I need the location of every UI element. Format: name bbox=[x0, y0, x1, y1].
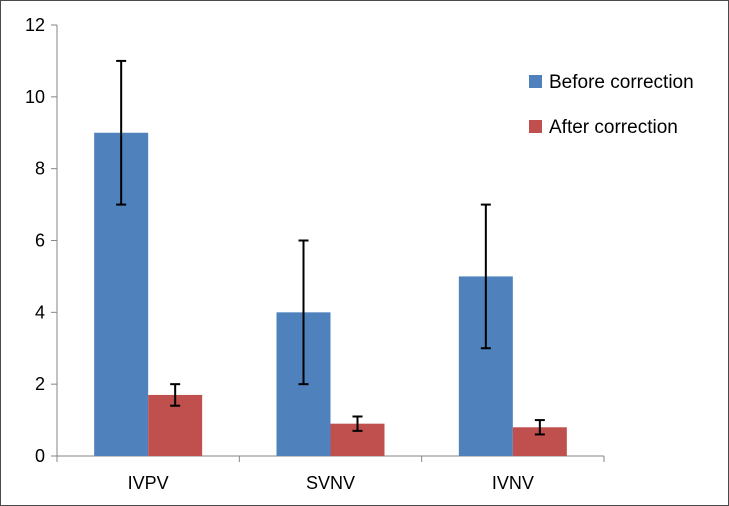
y-tick-label: 12 bbox=[25, 15, 45, 35]
y-tick-label: 2 bbox=[35, 374, 45, 394]
x-tick-label-svnv: SVNV bbox=[306, 473, 355, 493]
y-tick-label: 4 bbox=[35, 302, 45, 322]
legend-swatch-after bbox=[529, 120, 542, 133]
tick-labels: 0 2 4 6 8 10 12 IVPV SVNV IVNV bbox=[25, 15, 534, 493]
legend-label-before: Before correction bbox=[549, 72, 694, 93]
x-tick-label-ivpv: IVPV bbox=[128, 473, 169, 493]
y-tick-label: 6 bbox=[35, 231, 45, 251]
legend-label-after: After correction bbox=[549, 117, 678, 138]
legend-swatch-before bbox=[529, 75, 542, 88]
y-tick-label: 10 bbox=[25, 87, 45, 107]
y-tick-label: 8 bbox=[35, 159, 45, 179]
error-bars bbox=[116, 59, 545, 436]
x-tick-label-ivnv: IVNV bbox=[492, 473, 534, 493]
legend: Before correction After correction bbox=[529, 72, 694, 138]
bars bbox=[94, 132, 567, 456]
y-tick-label: 0 bbox=[35, 446, 45, 466]
